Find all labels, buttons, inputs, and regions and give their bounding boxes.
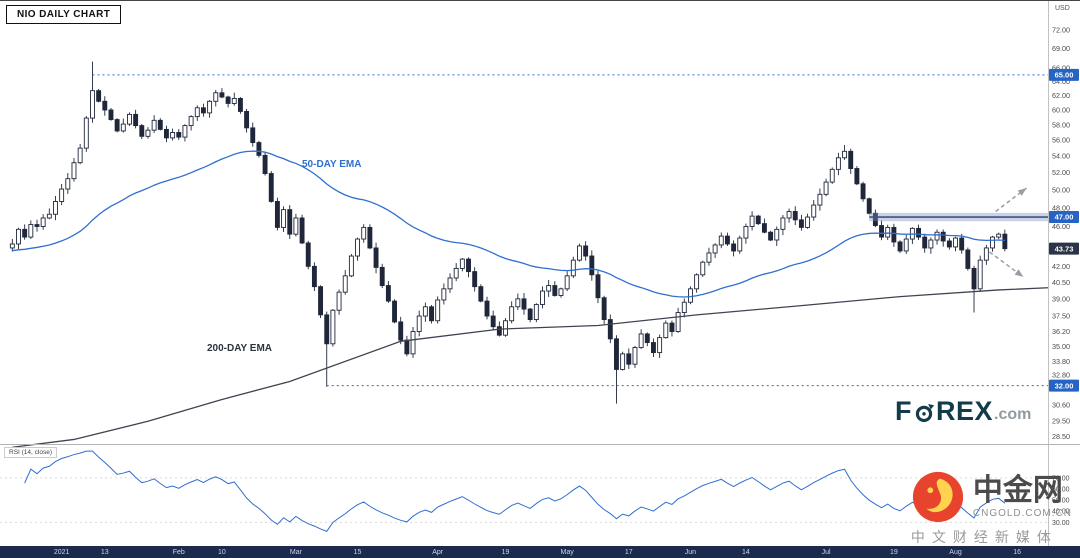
x-axis-tick-label: 10	[218, 549, 226, 556]
svg-text:65.00: 65.00	[1055, 71, 1074, 80]
chart-title: NIO DAILY CHART	[6, 5, 122, 24]
cngold-logo-icon	[912, 471, 963, 523]
forex-logo-f: F	[895, 396, 912, 426]
svg-text:64.00: 64.00	[1052, 77, 1070, 86]
rsi-axis-labels: 70.00 60.00 50.00 40.00 30.00	[1052, 475, 1070, 527]
forex-logo-rex: REX	[936, 396, 994, 426]
svg-text:32.00: 32.00	[1055, 381, 1074, 390]
x-axis-tick-label: 17	[624, 549, 633, 556]
svg-text:28.50: 28.50	[1052, 432, 1070, 441]
svg-text:66.00: 66.00	[1052, 64, 1070, 73]
svg-text:56.00: 56.00	[1052, 136, 1070, 145]
svg-text:60.00: 60.00	[1052, 486, 1070, 493]
projection-arrow-down	[988, 251, 1024, 278]
svg-text:30.00: 30.00	[1052, 520, 1070, 527]
cngold-watermark: 中金网 CNGOLD.COM.CN 中文财经新媒体	[911, 470, 1072, 547]
svg-text:47.00: 47.00	[1055, 213, 1074, 222]
svg-text:60.00: 60.00	[1052, 105, 1070, 114]
x-axis-tick-label: 15	[353, 549, 362, 556]
x-axis-tick-label: 14	[742, 549, 750, 556]
svg-text:35.00: 35.00	[1052, 342, 1070, 351]
svg-text:62.00: 62.00	[1052, 91, 1070, 100]
axis-divider	[1048, 1, 1049, 546]
x-axis-tick-label: 16	[1013, 549, 1022, 556]
svg-text:54.00: 54.00	[1052, 152, 1070, 161]
cngold-domain: CNGOLD.COM.CN	[972, 507, 1072, 519]
ema50-label: 50-DAY EMA	[302, 159, 362, 170]
ema50-line	[12, 150, 1005, 298]
svg-text:33.80: 33.80	[1052, 357, 1070, 366]
cngold-name: 中金网	[972, 474, 1063, 508]
cngold-tagline: 中文财经新媒体	[910, 529, 1058, 545]
svg-text:39.00: 39.00	[1052, 294, 1070, 303]
svg-text:52.00: 52.00	[1052, 168, 1070, 177]
svg-text:40.00: 40.00	[1052, 509, 1070, 516]
svg-text:46.00: 46.00	[1052, 222, 1070, 231]
x-axis-tick-label: 13	[100, 549, 109, 556]
svg-text:48.00: 48.00	[1052, 203, 1070, 212]
svg-text:42.00: 42.00	[1052, 262, 1070, 271]
panel-divider	[0, 444, 1080, 445]
svg-text:72.00: 72.00	[1052, 26, 1070, 35]
svg-text:29.50: 29.50	[1052, 417, 1070, 426]
svg-text:69.00: 69.00	[1052, 44, 1070, 53]
svg-text:43.73: 43.73	[1055, 244, 1074, 253]
svg-text:50.00: 50.00	[1052, 185, 1070, 194]
forex-logo-com: .com	[994, 405, 1032, 423]
x-axis-tick-label: Jul	[821, 549, 831, 556]
svg-text:37.50: 37.50	[1052, 312, 1070, 321]
x-axis-tick-label: Mar	[289, 549, 302, 556]
candles-layer	[9, 61, 1008, 404]
x-axis-tick-label: Feb	[172, 549, 185, 556]
x-axis-tick-label: 19	[889, 549, 898, 556]
svg-text:32.80: 32.80	[1052, 370, 1070, 379]
svg-text:30.60: 30.60	[1052, 401, 1070, 410]
x-axis-tick-label: Apr	[432, 549, 444, 556]
x-axis-tick-label: Jun	[684, 549, 697, 556]
x-axis-tick-label: Aug	[949, 549, 962, 556]
ema200-line	[12, 287, 1049, 448]
x-axis-bar: 2021 13 Feb 10 Mar 15 Apr 19 May 17 Jun 14 Jul 19 Aug 1…	[0, 546, 1080, 558]
ema200-label: 200-DAY EMA	[207, 343, 273, 354]
currency-label: USD	[1055, 5, 1070, 12]
svg-text:36.20: 36.20	[1052, 327, 1070, 336]
svg-text:58.00: 58.00	[1052, 120, 1070, 129]
projection-arrow-up	[995, 187, 1027, 213]
forex-o-target-icon	[915, 403, 935, 422]
forex-logo: F REX .com	[895, 396, 1031, 427]
svg-text:40.50: 40.50	[1052, 278, 1070, 287]
x-axis-tick-label: May	[560, 549, 574, 556]
x-axis-tick-label: 2021	[53, 549, 70, 556]
price-axis-labels: 72.00 69.00 66.00 64.00 62.00 60.00 58.00 56.00…	[1052, 26, 1070, 441]
svg-text:70.00: 70.00	[1052, 475, 1070, 482]
svg-text:50.00: 50.00	[1052, 498, 1070, 505]
rsi-gridlines	[0, 477, 1048, 523]
rsi-line	[24, 450, 1006, 532]
x-axis-tick-label: 19	[501, 549, 510, 556]
price-badges: 65.00 47.00 43.73 32.00	[1049, 68, 1079, 392]
rsi-indicator-label: RSI (14, close)	[4, 447, 57, 458]
